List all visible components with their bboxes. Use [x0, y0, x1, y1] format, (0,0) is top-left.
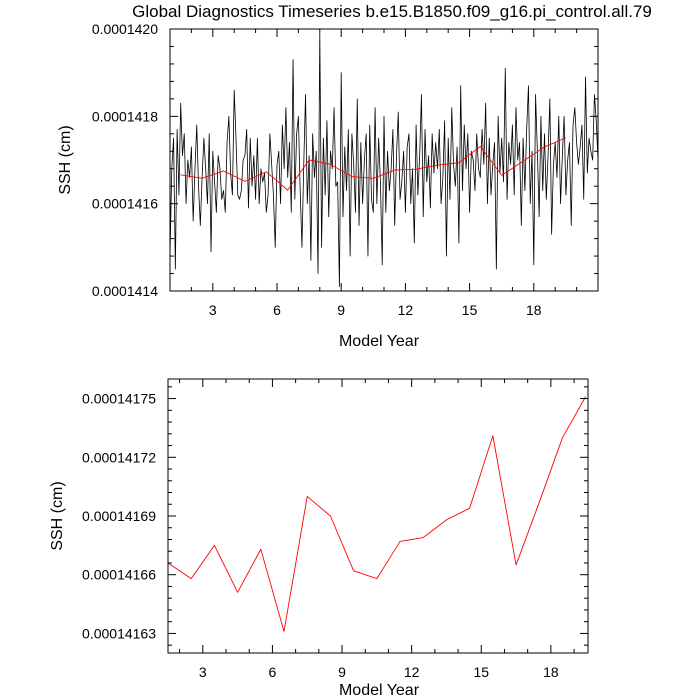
- top-y-axis-label: SSH (cm): [57, 125, 74, 194]
- x-tick-label: 9: [338, 664, 346, 680]
- y-tick-label: 0.00014163: [82, 625, 156, 641]
- y-tick-label: 0.0001418: [92, 108, 158, 124]
- x-tick-label: 6: [273, 302, 281, 318]
- x-tick-label: 18: [543, 664, 559, 680]
- chart-title: Global Diagnostics Timeseries b.e15.B185…: [132, 2, 652, 21]
- x-tick-label: 3: [209, 302, 217, 318]
- x-tick-label: 15: [473, 664, 489, 680]
- y-tick-label: 0.0001416: [92, 196, 158, 212]
- monthly-series-line: [169, 32, 599, 288]
- annual-mean-series-line: [167, 396, 587, 632]
- y-tick-label: 0.0001414: [92, 283, 158, 299]
- bottom-y-axis-label: SSH (cm): [49, 481, 66, 550]
- y-tick-label: 0.0001420: [92, 21, 158, 37]
- bottom-plot-frame: [167, 378, 589, 654]
- y-tick-label: 0.00014175: [82, 391, 156, 407]
- x-tick-label: 12: [398, 302, 414, 318]
- y-tick-label: 0.00014169: [82, 508, 156, 524]
- annual-mean-series-line: [180, 137, 567, 191]
- x-tick-label: 3: [199, 664, 207, 680]
- top-x-axis-label: Model Year: [339, 333, 420, 350]
- top-panel: Global Diagnostics Timeseries b.e15.B185…: [57, 2, 652, 350]
- x-tick-label: 15: [462, 302, 478, 318]
- x-tick-label: 12: [404, 664, 420, 680]
- x-tick-label: 9: [337, 302, 345, 318]
- y-tick-label: 0.00014172: [82, 449, 156, 465]
- bottom-panel: 3 6 9 12 15 18 0.00014163 0.00014166 0.00014169 0…: [49, 378, 589, 699]
- bottom-x-axis-label: Model Year: [339, 682, 420, 699]
- y-tick-label: 0.00014166: [82, 567, 156, 583]
- x-tick-label: 6: [269, 664, 277, 680]
- x-tick-label: 18: [526, 302, 542, 318]
